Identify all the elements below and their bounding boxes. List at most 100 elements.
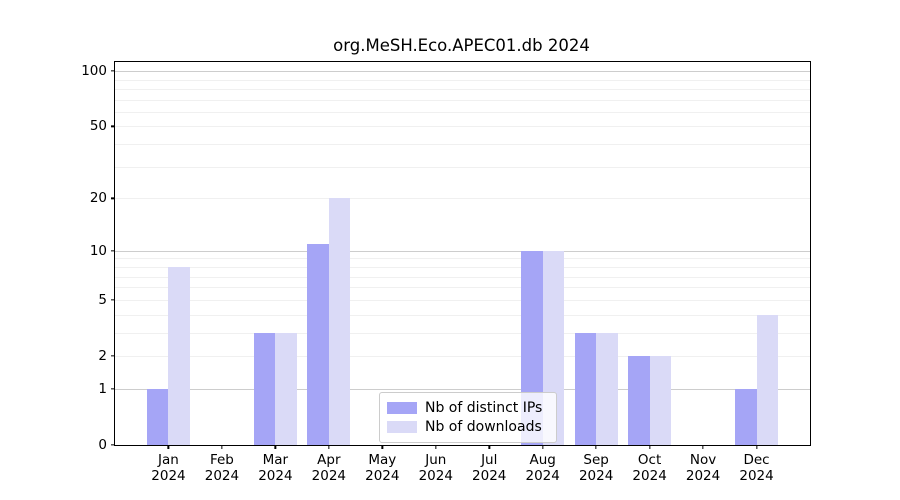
y-tick-label: 10 — [89, 242, 107, 259]
y-tick-label: 2 — [98, 347, 107, 364]
x-tick-label: Jan 2024 — [151, 452, 185, 484]
gridline-minor — [115, 99, 810, 101]
x-tick-year: 2024 — [525, 468, 560, 484]
bar-distinct-ips — [307, 243, 329, 445]
gridline-minor — [115, 144, 810, 146]
x-tick-mark — [381, 445, 383, 449]
x-tick-mark — [328, 445, 330, 449]
bar-downloads — [756, 314, 778, 445]
x-tick-mark — [648, 445, 651, 449]
gridline-major — [115, 250, 810, 252]
x-tick-label: Apr 2024 — [312, 452, 346, 484]
y-tick-mark — [111, 299, 115, 301]
bar-distinct-ips — [254, 332, 276, 445]
x-tick-label: Jun 2024 — [419, 452, 453, 484]
gridline-minor — [115, 287, 810, 289]
x-tick-year: 2024 — [151, 468, 186, 484]
gridline-major — [115, 388, 810, 390]
x-tick-year: 2024 — [311, 468, 347, 484]
x-tick-month: Jun — [425, 452, 447, 468]
gridline-minor — [115, 198, 810, 200]
bar-downloads — [275, 332, 297, 445]
x-tick-mark — [435, 445, 437, 449]
x-tick-year: 2024 — [632, 468, 667, 484]
gridline-minor — [115, 166, 810, 168]
legend-item-distinct-ips: Nb of distinct IPs — [387, 398, 548, 417]
x-tick-month: Mar — [262, 452, 289, 468]
x-tick-month: Feb — [209, 452, 234, 468]
bar-downloads — [596, 332, 618, 445]
x-tick-year: 2024 — [685, 468, 721, 484]
x-tick-month: Aug — [529, 452, 556, 468]
gridline-minor — [115, 332, 810, 334]
gridline-minor — [115, 266, 810, 268]
x-tick-label: Oct 2024 — [632, 452, 666, 484]
gridline-minor — [115, 258, 810, 260]
bar-distinct-ips — [628, 356, 650, 445]
legend-swatch-downloads — [387, 420, 417, 433]
legend: Nb of distinct IPs Nb of downloads — [379, 392, 557, 443]
y-tick-label: 5 — [98, 291, 107, 308]
x-tick-label: Mar 2024 — [258, 452, 292, 484]
y-tick-label: 100 — [81, 63, 107, 80]
gridline-minor — [115, 126, 810, 128]
bar-downloads — [328, 198, 351, 445]
y-tick-mark — [111, 70, 115, 72]
bar-distinct-ips — [574, 332, 597, 445]
bar-distinct-ips — [735, 388, 757, 445]
bar-downloads — [649, 356, 671, 445]
legend-swatch-distinct-ips — [387, 401, 417, 414]
x-tick-mark — [702, 445, 704, 449]
gridline-minor — [115, 314, 810, 316]
x-tick-label: Sep 2024 — [579, 452, 613, 484]
x-tick-mark — [488, 445, 490, 449]
x-tick-year: 2024 — [472, 468, 507, 484]
y-tick-label: 20 — [89, 190, 107, 207]
x-tick-month: Apr — [317, 452, 341, 468]
gridline-minor — [115, 79, 810, 81]
x-tick-month: Jan — [158, 452, 179, 468]
y-tick-mark — [111, 355, 115, 357]
x-tick-year: 2024 — [258, 468, 293, 484]
x-tick-month: Oct — [637, 452, 662, 468]
x-tick-mark — [274, 445, 277, 449]
plot-area: Nb of distinct IPs Nb of downloads 0 1 2 5 1… — [81, 61, 811, 484]
x-tick-label: Aug 2024 — [526, 452, 560, 484]
x-tick-month: Jul — [481, 452, 498, 468]
x-tick-month: May — [368, 452, 397, 468]
chart-title: org.MeSH.Eco.APEC01.db 2024 — [333, 36, 590, 55]
bar-downloads — [168, 267, 190, 445]
legend-item-downloads: Nb of downloads — [387, 417, 548, 436]
x-tick-month: Nov — [689, 452, 717, 468]
bar-distinct-ips — [147, 388, 169, 445]
y-tick-label: 1 — [98, 380, 107, 397]
y-tick-mark — [111, 388, 115, 390]
gridline-major — [115, 71, 810, 73]
x-tick-label: Nov 2024 — [686, 452, 720, 484]
x-tick-year: 2024 — [204, 468, 240, 484]
x-tick-mark — [755, 445, 758, 449]
y-tick-mark — [111, 197, 115, 199]
gridline-minor — [115, 111, 810, 113]
y-tick-label: 50 — [89, 118, 107, 135]
x-tick-year: 2024 — [578, 468, 614, 484]
x-tick-month: Sep — [583, 452, 609, 468]
legend-label-downloads: Nb of downloads — [425, 418, 542, 435]
x-tick-year: 2024 — [418, 468, 453, 484]
x-tick-mark — [167, 445, 170, 449]
x-tick-year: 2024 — [365, 468, 400, 484]
x-tick-label: Jul 2024 — [472, 452, 506, 484]
x-tick-label: Dec 2024 — [739, 452, 773, 484]
x-tick-month: Dec — [743, 452, 770, 468]
gridline-minor — [115, 299, 810, 301]
x-tick-year: 2024 — [739, 468, 774, 484]
x-tick-mark — [221, 445, 223, 449]
y-tick-mark — [111, 250, 115, 252]
gridline-minor — [115, 88, 810, 90]
legend-label-distinct-ips: Nb of distinct IPs — [425, 399, 543, 416]
y-tick-mark — [111, 125, 115, 128]
x-tick-label: May 2024 — [365, 452, 399, 484]
gridline-minor — [115, 355, 810, 357]
x-tick-mark — [542, 445, 544, 449]
